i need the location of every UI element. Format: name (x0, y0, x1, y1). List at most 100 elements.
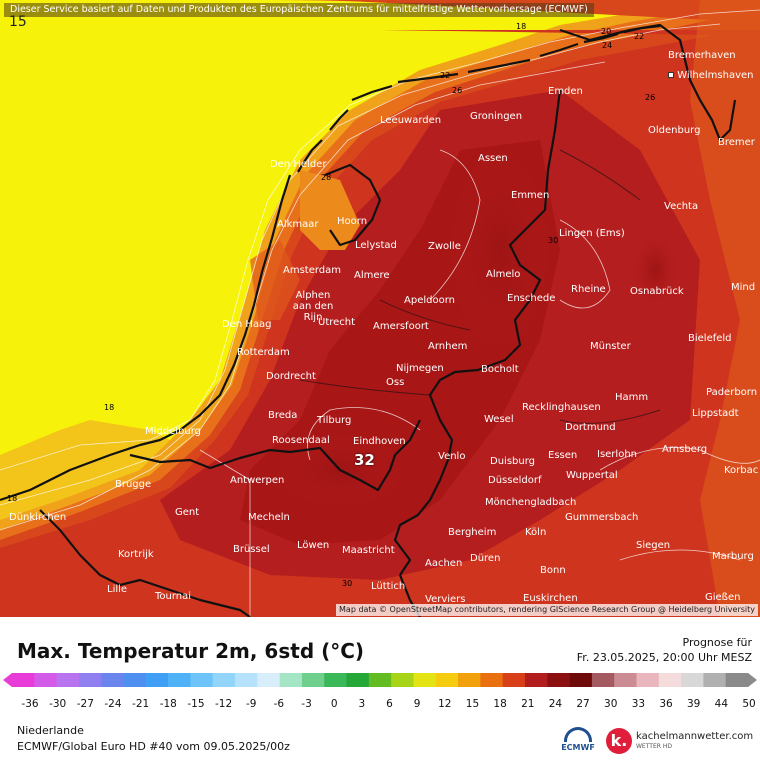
city-label: Mecheln (248, 512, 290, 523)
city-label: Bonn (540, 565, 566, 576)
scale-swatch (235, 673, 258, 687)
city-label: Leeuwarden (380, 115, 442, 126)
city-label: Amersfoort (373, 321, 429, 332)
model-run-label: ECMWF/Global Euro HD #40 vom 09.05.2025/… (17, 740, 290, 753)
scale-swatch (324, 673, 348, 687)
scale-tick-label: -30 (49, 698, 67, 710)
city-label: Bielefeld (688, 333, 732, 344)
scale-swatch (279, 673, 303, 687)
city-label: Siegen (636, 540, 671, 551)
scale-swatch (391, 673, 414, 687)
scale-tick-label: -9 (245, 698, 257, 710)
city-label: Oss (386, 377, 405, 388)
city-label: Düsseldorf (488, 475, 542, 486)
city-label: Rheine (571, 284, 606, 295)
city-label: Den Haag (222, 319, 272, 330)
brand-name[interactable]: kachelmannwetter.com (636, 731, 754, 742)
scale-swatch (301, 673, 325, 687)
city-label: Emmen (511, 190, 550, 201)
city-label: Groningen (470, 111, 523, 122)
city-label: Gent (175, 507, 200, 518)
maximum-value-label: 32 (354, 451, 375, 469)
city-label: Zwolle (428, 241, 461, 252)
city-label: Wuppertal (566, 470, 618, 481)
scale-swatch (569, 673, 593, 687)
map-canvas (0, 0, 760, 617)
scale-swatch (101, 673, 125, 687)
scale-tick-label: 15 (465, 698, 480, 710)
city-label: Rotterdam (237, 347, 290, 358)
city-label: Lüttich (371, 581, 406, 592)
city-label: Essen (548, 450, 578, 461)
city-label: Venlo (438, 451, 466, 462)
city-label: Verviers (425, 594, 466, 605)
scale-swatch (591, 673, 615, 687)
scale-arrow-high (748, 673, 757, 687)
scale-tick-label: 36 (659, 698, 673, 710)
map-title: Max. Temperatur 2m, 6std (°C) (17, 639, 365, 663)
city-label: Paderborn (706, 387, 758, 398)
city-label: Gummersbach (565, 512, 639, 523)
isoline-label: 26 (645, 93, 656, 102)
scale-tick-label: -21 (132, 698, 150, 710)
scale-tick-label: 30 (604, 698, 618, 710)
scale-swatch (212, 673, 236, 687)
city-label: Aachen (425, 558, 463, 569)
city-label: Mönchengladbach (485, 497, 577, 508)
city-label: Kortrijk (118, 549, 154, 560)
city-label: Dordrecht (266, 371, 316, 382)
city-label: Alphen aan den Rijn (292, 290, 334, 323)
city-label: Marburg (712, 551, 754, 562)
map-attribution[interactable]: Map data © OpenStreetMap contributors, r… (336, 604, 758, 616)
isoline-label: 26 (452, 86, 463, 95)
scale-tick-label: 24 (548, 698, 563, 710)
city-label: Utrecht (318, 317, 356, 328)
scale-swatch (725, 673, 749, 687)
scale-swatch (413, 673, 437, 687)
isoline-label: 30 (548, 236, 559, 245)
city-label: Almelo (486, 269, 521, 280)
corner-isoline-label: 15 (9, 14, 27, 30)
scale-swatch (34, 673, 58, 687)
scale-swatch (458, 673, 481, 687)
isoline-label: 30 (342, 579, 353, 588)
city-label: Tilburg (317, 415, 352, 426)
color-scale (3, 673, 757, 687)
scale-tick-label: 6 (386, 698, 393, 710)
scale-swatch (547, 673, 571, 687)
city-label: Assen (478, 153, 508, 164)
city-label: Nijmegen (396, 363, 444, 374)
legend-footer: Max. Temperatur 2m, 6std (°C) Prognose f… (0, 617, 760, 760)
city-label: Antwerpen (230, 475, 285, 486)
scale-swatch (168, 673, 191, 687)
city-label: Tournai (155, 591, 192, 602)
ecmwf-logo[interactable]: ECMWF (561, 727, 595, 752)
city-label: Osnabrück (630, 286, 684, 297)
isoline-label: 18 (516, 22, 527, 31)
isoline-label: 18 (104, 403, 115, 412)
city-label: Köln (525, 527, 547, 538)
city-label: Eindhoven (353, 436, 406, 447)
isoline-label: 24 (602, 41, 613, 50)
isoline-label: 20 (601, 27, 612, 36)
scale-tick-label: 33 (631, 698, 646, 710)
city-label: Hoorn (337, 216, 368, 227)
city-label: Oldenburg (648, 125, 701, 136)
scale-tick-label: 3 (358, 698, 366, 710)
city-label: Korbac (724, 465, 759, 476)
city-label: Mind (731, 282, 756, 293)
kachelmann-logo-icon[interactable]: k. (606, 728, 632, 754)
scale-swatch (346, 673, 370, 687)
scale-swatch (435, 673, 459, 687)
city-label: Enschede (507, 293, 556, 304)
city-label: Duisburg (490, 456, 535, 467)
city-label: Gießen (705, 592, 741, 603)
scale-tick-label: 44 (714, 698, 729, 710)
city-label: Den Helder (270, 159, 327, 170)
temperature-map[interactable]: Dieser Service basiert auf Daten und Pro… (0, 0, 760, 617)
city-label: Maastricht (342, 545, 395, 556)
scale-tick-label: 21 (521, 698, 535, 710)
scale-swatch (123, 673, 147, 687)
city-label: Recklinghausen (522, 402, 601, 413)
scale-swatch (524, 673, 548, 687)
